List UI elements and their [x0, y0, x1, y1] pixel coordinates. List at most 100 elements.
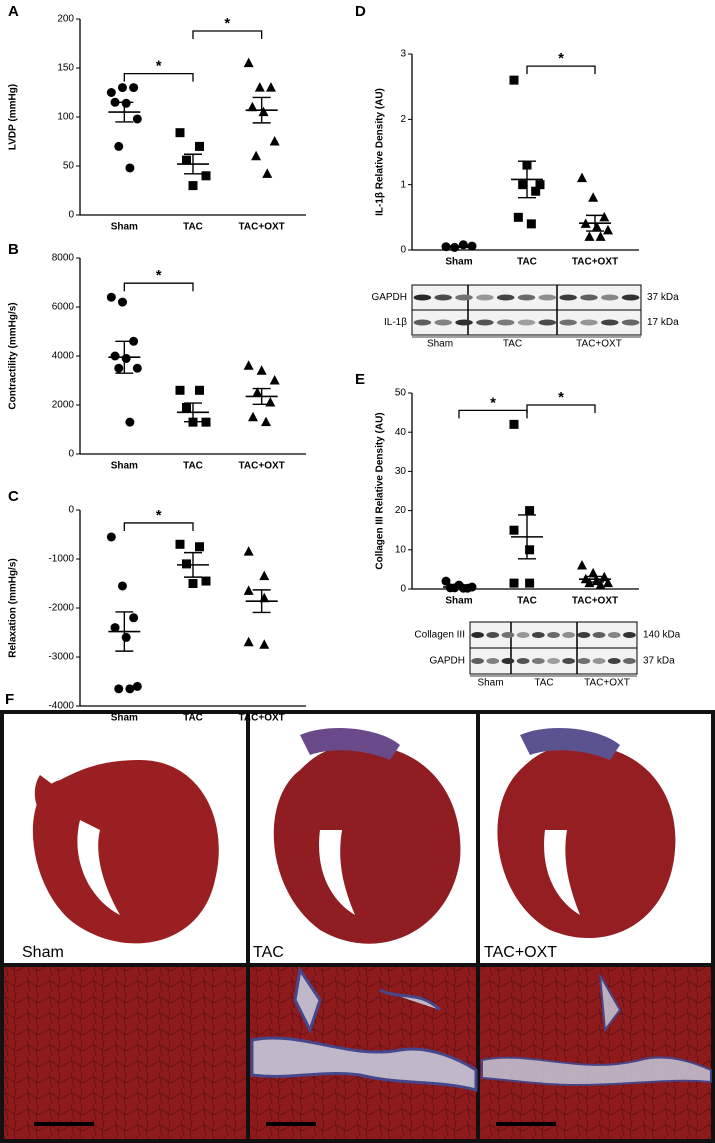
significance-bracket [123, 282, 194, 292]
data-point [110, 97, 120, 107]
significance-label: * [558, 389, 564, 406]
significance-label: * [224, 15, 230, 32]
significance-label: * [156, 58, 162, 75]
blot-band [601, 294, 619, 301]
data-point [243, 546, 254, 556]
blot-size-label: 17 kDa [647, 317, 679, 328]
panel-label: A [8, 3, 19, 20]
blot-band [621, 294, 640, 301]
blot-band [517, 294, 536, 301]
data-point [106, 532, 116, 542]
data-point [129, 336, 139, 346]
blot-size-label: 37 kDa [647, 292, 679, 303]
x-tick-label: TAC+OXT [239, 222, 285, 233]
panel-label: F [5, 691, 14, 708]
blot-band [517, 319, 536, 326]
data-point [125, 163, 135, 173]
heart-section [32, 760, 219, 944]
y-tick-label: 2000 [52, 400, 75, 411]
data-point [175, 385, 185, 395]
blot-band [434, 319, 452, 326]
x-tick-label: TAC [183, 713, 203, 724]
blot-band [547, 658, 560, 664]
x-tick-label: TAC+OXT [572, 257, 618, 268]
blot-band [621, 319, 640, 326]
y-tick-label: 2 [400, 114, 406, 125]
data-point [265, 397, 276, 407]
data-point [106, 292, 116, 302]
data-point [262, 168, 273, 178]
chart: E 0 10 20 30 40 50 Collagen III Relative Densit… [355, 371, 639, 607]
data-point [269, 136, 280, 146]
y-axis-title: Relaxation (mmHg/s) [8, 558, 19, 657]
blot-row-label: GAPDH [429, 656, 465, 667]
data-point [117, 297, 127, 307]
blot-band [623, 658, 636, 664]
data-point [110, 351, 120, 361]
y-tick-label: -1000 [48, 554, 74, 565]
blot-band [623, 632, 636, 638]
data-point [525, 578, 535, 588]
data-point [254, 82, 265, 92]
blot-band [501, 658, 515, 664]
data-point [114, 684, 124, 694]
data-point [117, 581, 127, 591]
data-point [584, 231, 595, 241]
blot-band [562, 632, 576, 638]
data-point [195, 385, 204, 395]
x-tick-label: Sham [111, 461, 138, 472]
data-point [525, 506, 535, 516]
blot-group-label: Sham [477, 678, 503, 689]
x-tick-label: TAC [517, 257, 537, 268]
y-tick-label: 20 [395, 505, 407, 516]
data-point [132, 363, 142, 373]
data-point [195, 141, 204, 151]
y-tick-label: 0 [400, 584, 406, 595]
blot-band [434, 294, 452, 301]
histology-image [4, 967, 246, 1139]
data-point [248, 411, 258, 422]
blot-band [592, 658, 606, 664]
blot-band [516, 632, 530, 638]
data-point [243, 585, 254, 595]
blot-group-label: TAC+OXT [576, 339, 622, 350]
data-point [269, 375, 280, 385]
blot-band [516, 658, 530, 664]
y-tick-label: 150 [57, 63, 74, 74]
blot-band [496, 319, 515, 326]
y-tick-label: 30 [395, 466, 407, 477]
blot-band [580, 319, 598, 326]
blot-band [476, 319, 494, 326]
significance-bracket [123, 522, 194, 531]
significance-bracket [192, 30, 263, 39]
y-axis-title: Collagen III Relative Density (AU) [375, 412, 386, 569]
data-point [535, 180, 545, 190]
blot-row-label: IL-1β [384, 317, 407, 328]
data-point [261, 416, 271, 427]
data-point [256, 365, 267, 375]
x-tick-label: TAC [517, 596, 537, 607]
data-point [595, 579, 606, 590]
blot-band [413, 294, 432, 301]
histology-image [480, 967, 711, 1139]
data-point [247, 101, 258, 112]
panel-label: C [8, 488, 19, 505]
data-point [175, 128, 185, 138]
data-point [121, 98, 131, 108]
blot-band [601, 319, 619, 326]
data-point [106, 88, 116, 97]
blot-band [496, 294, 515, 301]
y-tick-label: 10 [395, 544, 407, 555]
data-point [513, 212, 523, 222]
x-tick-label: TAC+OXT [239, 713, 285, 724]
data-point [117, 83, 127, 93]
data-point [182, 402, 191, 412]
y-tick-label: -3000 [48, 652, 74, 663]
data-point [201, 171, 211, 181]
blot-band [471, 632, 484, 638]
y-tick-label: 0 [68, 210, 74, 221]
data-point [509, 419, 519, 429]
blot-band [486, 632, 500, 638]
